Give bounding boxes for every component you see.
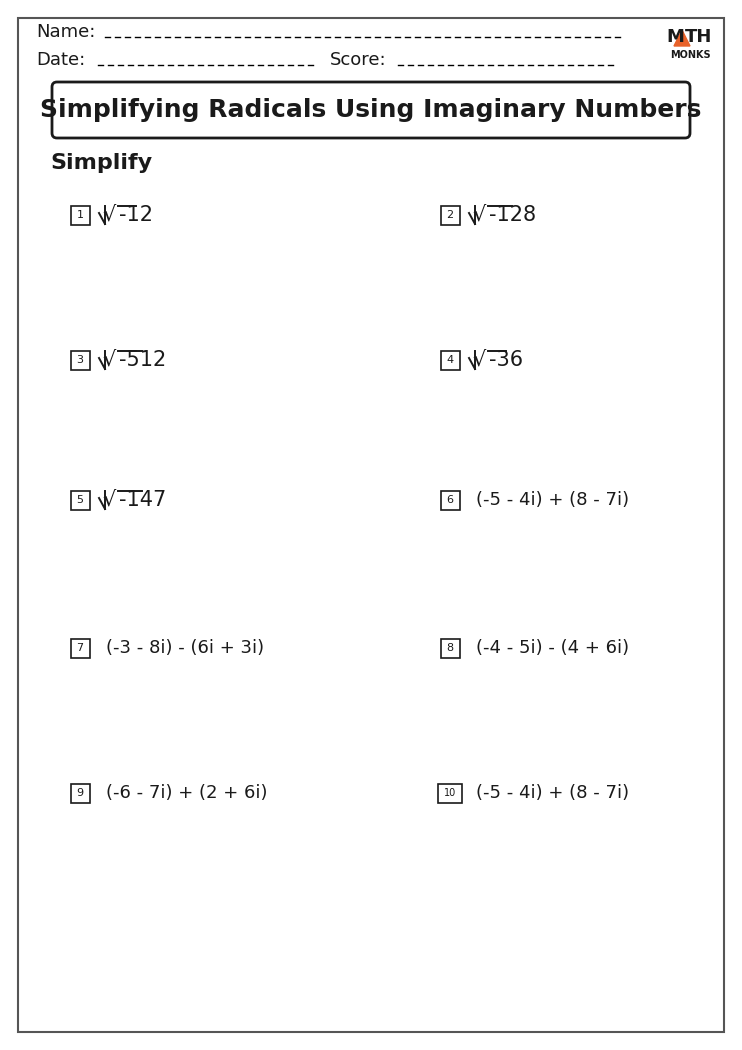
Text: 10: 10 bbox=[444, 788, 456, 798]
FancyBboxPatch shape bbox=[438, 783, 462, 802]
Text: -128: -128 bbox=[489, 205, 536, 225]
FancyBboxPatch shape bbox=[441, 638, 459, 657]
Text: (-6 - 7i) + (2 + 6i): (-6 - 7i) + (2 + 6i) bbox=[106, 784, 268, 802]
Text: -12: -12 bbox=[119, 205, 153, 225]
FancyBboxPatch shape bbox=[441, 206, 459, 225]
FancyBboxPatch shape bbox=[70, 206, 90, 225]
FancyBboxPatch shape bbox=[441, 490, 459, 509]
Text: Name:: Name: bbox=[36, 23, 96, 41]
FancyBboxPatch shape bbox=[70, 783, 90, 802]
Text: Simplifying Radicals Using Imaginary Numbers: Simplifying Radicals Using Imaginary Num… bbox=[40, 98, 702, 122]
Text: -147: -147 bbox=[119, 490, 166, 510]
Text: Simplify: Simplify bbox=[50, 153, 152, 173]
Text: (-4 - 5i) - (4 + 6i): (-4 - 5i) - (4 + 6i) bbox=[476, 639, 629, 657]
Text: √: √ bbox=[472, 205, 485, 225]
Text: M: M bbox=[666, 28, 684, 46]
Text: MONKS: MONKS bbox=[670, 50, 711, 60]
Text: 7: 7 bbox=[76, 643, 84, 653]
Polygon shape bbox=[674, 30, 690, 46]
Text: √: √ bbox=[472, 350, 485, 370]
FancyBboxPatch shape bbox=[70, 638, 90, 657]
Text: 2: 2 bbox=[447, 210, 453, 220]
Text: 1: 1 bbox=[76, 210, 84, 220]
Text: 4: 4 bbox=[447, 355, 453, 365]
Text: √: √ bbox=[102, 490, 115, 510]
Text: √: √ bbox=[102, 205, 115, 225]
FancyBboxPatch shape bbox=[52, 82, 690, 138]
Text: √: √ bbox=[102, 350, 115, 370]
Text: -36: -36 bbox=[489, 350, 523, 370]
FancyBboxPatch shape bbox=[441, 351, 459, 370]
Text: 6: 6 bbox=[447, 495, 453, 505]
Text: Score:: Score: bbox=[330, 51, 387, 69]
Text: (-5 - 4i) + (8 - 7i): (-5 - 4i) + (8 - 7i) bbox=[476, 784, 629, 802]
Text: -512: -512 bbox=[119, 350, 166, 370]
Text: 9: 9 bbox=[76, 788, 84, 798]
FancyBboxPatch shape bbox=[70, 490, 90, 509]
Text: 8: 8 bbox=[447, 643, 453, 653]
Text: 5: 5 bbox=[76, 495, 84, 505]
Text: (-5 - 4i) + (8 - 7i): (-5 - 4i) + (8 - 7i) bbox=[476, 491, 629, 509]
Text: 3: 3 bbox=[76, 355, 84, 365]
FancyBboxPatch shape bbox=[70, 351, 90, 370]
Text: (-3 - 8i) - (6i + 3i): (-3 - 8i) - (6i + 3i) bbox=[106, 639, 264, 657]
Text: Date:: Date: bbox=[36, 51, 85, 69]
Text: TH: TH bbox=[685, 28, 712, 46]
